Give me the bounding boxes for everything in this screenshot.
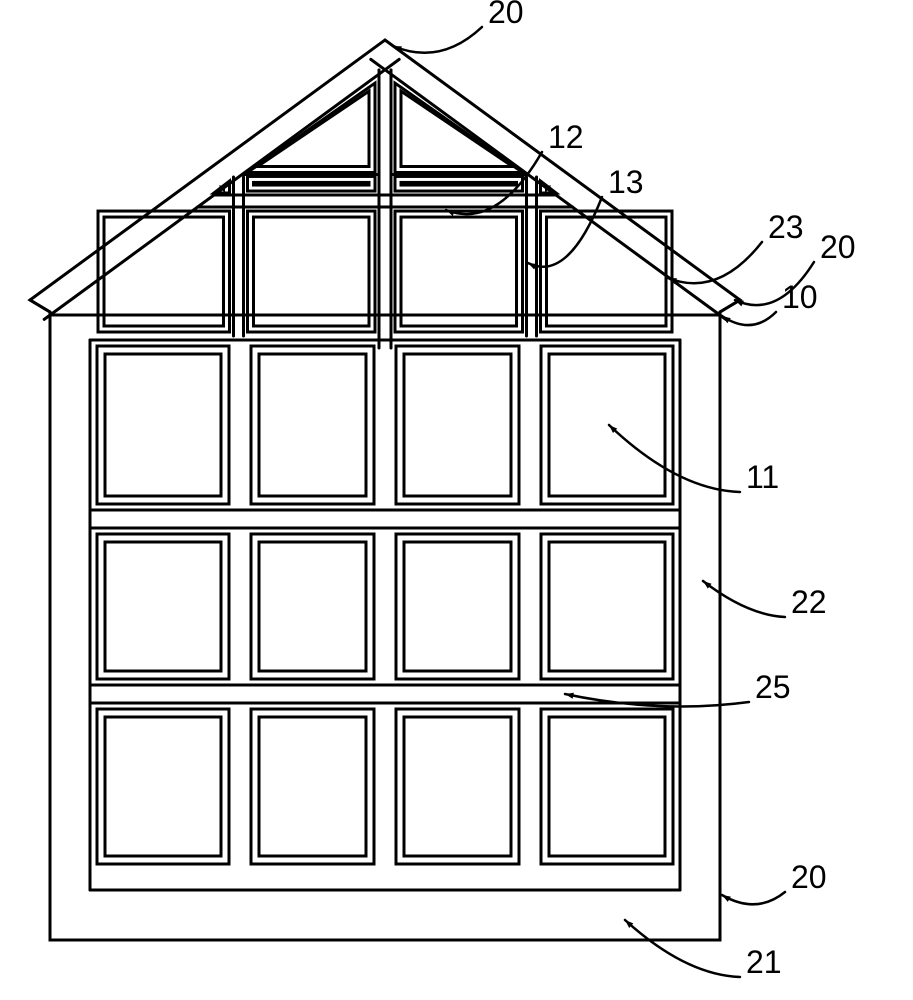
callout-label-11: 11 bbox=[746, 459, 779, 495]
callout-label-12: 12 bbox=[548, 119, 584, 155]
callout-label-20b: 20 bbox=[820, 229, 856, 265]
callout-label-13: 13 bbox=[608, 164, 644, 200]
callout-label-20c: 20 bbox=[791, 859, 827, 895]
callout-label-10: 10 bbox=[782, 279, 818, 315]
callout-label-20a: 20 bbox=[488, 0, 524, 30]
callout-label-21: 21 bbox=[746, 944, 782, 980]
callout-label-25: 25 bbox=[755, 669, 791, 705]
callout-label-22: 22 bbox=[791, 584, 827, 620]
callout-label-23: 23 bbox=[768, 209, 804, 245]
